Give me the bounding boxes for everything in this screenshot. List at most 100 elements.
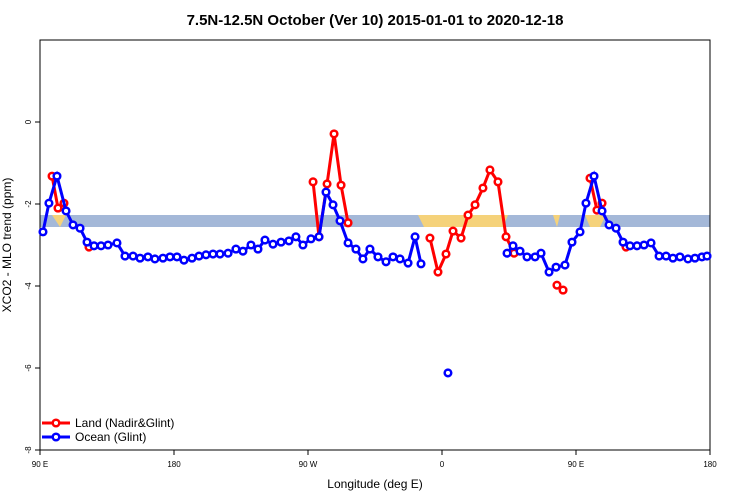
data-point xyxy=(158,253,168,263)
data-point xyxy=(690,253,700,263)
data-point xyxy=(172,252,182,262)
data-point xyxy=(308,177,318,187)
legend: Land (Nadir&Glint)Ocean (Glint) xyxy=(42,416,174,444)
data-point xyxy=(128,251,138,261)
data-point xyxy=(567,237,577,247)
y-tick-label: -8 xyxy=(24,446,33,454)
data-point xyxy=(194,251,204,261)
data-point xyxy=(328,200,338,210)
data-point xyxy=(112,238,122,248)
data-point xyxy=(502,248,512,258)
chart-title: 7.5N-12.5N October (Ver 10) 2015-01-01 t… xyxy=(187,12,564,29)
data-point xyxy=(343,218,353,228)
data-point xyxy=(329,129,339,139)
data-point xyxy=(314,232,324,242)
data-point xyxy=(82,237,92,247)
ocean-band xyxy=(40,215,710,227)
data-point xyxy=(179,255,189,265)
data-point xyxy=(335,216,345,226)
data-point xyxy=(515,246,525,256)
data-point xyxy=(456,233,466,243)
data-point xyxy=(373,252,383,262)
data-point xyxy=(478,183,488,193)
data-point xyxy=(284,236,294,246)
data-point xyxy=(358,254,368,264)
background-band xyxy=(40,215,710,227)
data-point xyxy=(683,254,693,264)
data-point xyxy=(493,177,503,187)
data-point xyxy=(443,368,453,378)
land-band xyxy=(553,215,560,227)
data-point xyxy=(395,254,405,264)
data-point xyxy=(470,200,480,210)
data-point xyxy=(536,248,546,258)
y-tick-label: 0 xyxy=(24,119,33,124)
data-point xyxy=(381,257,391,267)
data-point xyxy=(589,171,599,181)
data-point xyxy=(654,251,664,261)
land-band xyxy=(52,215,66,227)
series-line xyxy=(52,134,626,290)
data-point xyxy=(448,226,458,236)
data-point xyxy=(551,262,561,272)
data-point xyxy=(150,254,160,264)
legend-label: Land (Nadir&Glint) xyxy=(75,416,174,430)
y-tick-label: -6 xyxy=(24,364,33,372)
data-point xyxy=(336,180,346,190)
data-point xyxy=(597,206,607,216)
data-point xyxy=(165,252,175,262)
data-point xyxy=(702,251,712,261)
y-tick-label: -2 xyxy=(24,200,33,208)
data-point xyxy=(321,187,331,197)
data-point xyxy=(581,198,591,208)
data-point xyxy=(215,249,225,259)
x-tick-label: 90 E xyxy=(568,460,584,469)
data-point xyxy=(646,238,656,248)
data-point xyxy=(343,238,353,248)
x-axis-label: Longitude (deg E) xyxy=(327,477,422,491)
x-tick-label: 180 xyxy=(703,460,717,469)
data-point xyxy=(618,237,628,247)
data-point xyxy=(223,248,233,258)
legend-label: Ocean (Glint) xyxy=(75,430,146,444)
data-point xyxy=(441,249,451,259)
legend-marker xyxy=(51,418,61,428)
x-tick-label: 180 xyxy=(167,460,181,469)
y-tick-label: -4 xyxy=(24,282,33,290)
data-point xyxy=(103,240,113,250)
x-tick-label: 90 W xyxy=(299,460,318,469)
data-point xyxy=(38,227,48,237)
data-point xyxy=(433,267,443,277)
data-point xyxy=(416,259,426,269)
data-point xyxy=(298,240,308,250)
data-point xyxy=(639,240,649,250)
data-point xyxy=(231,244,241,254)
data-point xyxy=(544,267,554,277)
x-tick-label: 0 xyxy=(440,460,445,469)
data-point xyxy=(53,203,63,213)
data-point xyxy=(611,223,621,233)
data-point xyxy=(558,285,568,295)
data-point xyxy=(68,220,78,230)
data-point xyxy=(668,253,678,263)
data-point xyxy=(552,280,562,290)
plot-frame xyxy=(39,39,711,451)
data-point xyxy=(403,258,413,268)
data-point xyxy=(44,198,54,208)
data-point xyxy=(208,249,218,259)
land-band xyxy=(585,215,606,227)
data-point xyxy=(201,250,211,260)
data-point xyxy=(120,251,130,261)
data-point xyxy=(260,235,270,245)
data-point xyxy=(253,244,263,254)
data-point xyxy=(276,237,286,247)
x-tick-label: 90 E xyxy=(32,460,48,469)
data-point xyxy=(632,241,642,251)
data-point xyxy=(365,244,375,254)
data-point xyxy=(410,232,420,242)
data-point xyxy=(604,220,614,230)
data-point xyxy=(143,252,153,262)
data-point xyxy=(96,241,106,251)
